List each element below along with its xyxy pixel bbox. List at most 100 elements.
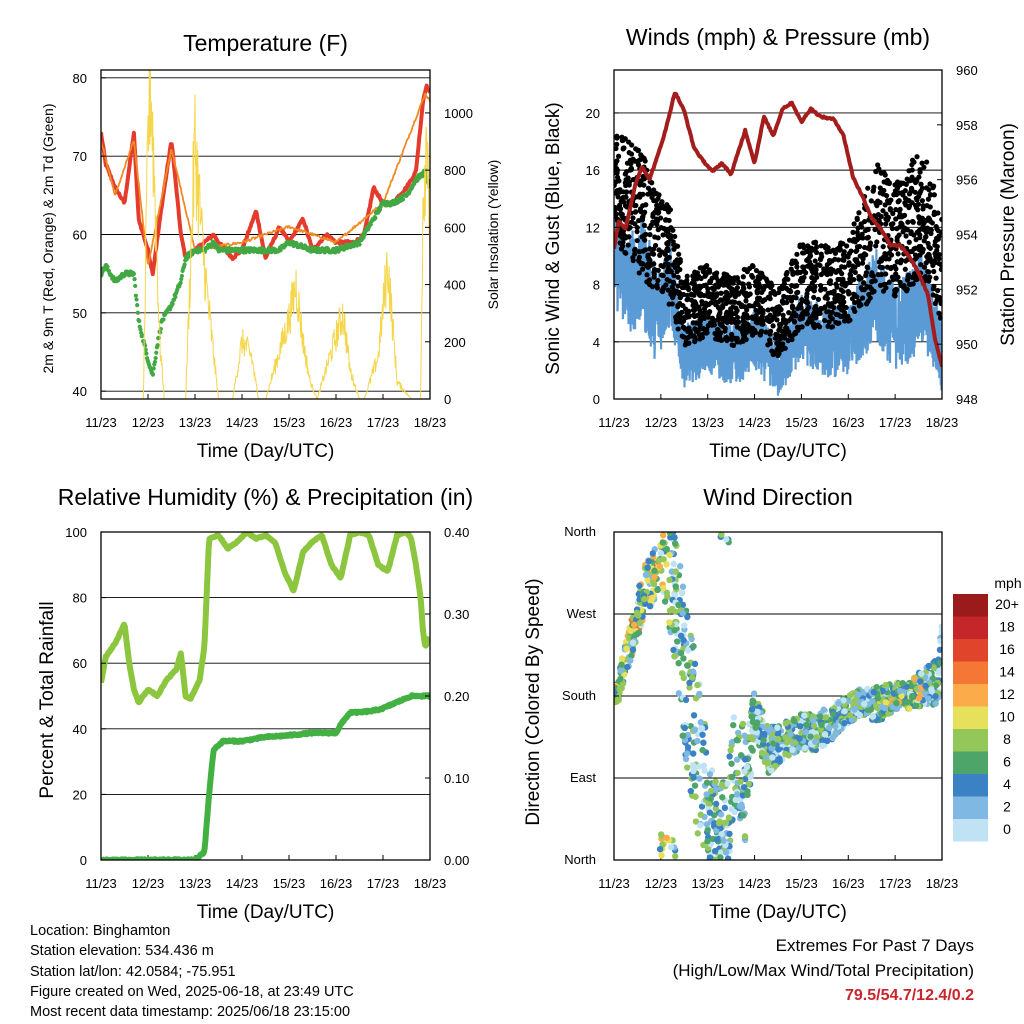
direction-point xyxy=(733,756,741,763)
gust-point xyxy=(775,332,781,338)
gust-point xyxy=(799,296,805,303)
y-tick-label: 20 xyxy=(73,787,87,802)
gust-point xyxy=(896,198,902,204)
gust-point xyxy=(812,284,818,290)
x-tick-label: 11/23 xyxy=(85,415,117,430)
direction-point xyxy=(706,854,714,860)
gust-point xyxy=(767,312,773,318)
direction-point xyxy=(740,812,747,819)
gust-point xyxy=(818,282,824,289)
direction-point xyxy=(754,708,761,716)
direction-point xyxy=(841,719,848,727)
gust-point xyxy=(920,217,926,223)
gust-point xyxy=(614,182,617,188)
gust-point xyxy=(722,325,728,332)
direction-point xyxy=(851,697,859,704)
gust-point xyxy=(693,320,699,326)
gust-point xyxy=(691,280,697,286)
gust-point xyxy=(827,248,833,255)
chart-title: Wind Direction xyxy=(703,484,853,510)
y2-tick-label: 1000 xyxy=(444,106,473,121)
gust-point xyxy=(823,265,830,271)
direction-point xyxy=(666,607,674,614)
gust-point xyxy=(911,159,917,165)
gust-point xyxy=(919,198,925,204)
direction-point xyxy=(722,819,730,826)
gust-point xyxy=(923,234,929,240)
direction-point xyxy=(616,686,623,693)
gust-point xyxy=(721,271,727,277)
direction-point xyxy=(856,711,863,719)
gust-point xyxy=(861,280,867,286)
y-axis-label: 2m & 9m T (Red, Orange) & 2m Td (Green) xyxy=(40,104,56,374)
gust-point xyxy=(824,309,830,315)
direction-point xyxy=(657,831,665,838)
colorbar-label: 0 xyxy=(1003,821,1011,837)
colorbar-swatch xyxy=(953,616,988,639)
gust-point xyxy=(739,281,746,287)
gust-point xyxy=(874,203,880,209)
dewpoint-point xyxy=(105,264,110,269)
figure-created: Figure created on Wed, 2025-06-18, at 23… xyxy=(30,983,354,1000)
direction-point xyxy=(673,638,681,645)
gust-point xyxy=(650,211,656,218)
gust-point xyxy=(734,276,740,282)
gust-point xyxy=(702,264,708,270)
gust-point xyxy=(760,308,766,314)
gust-point xyxy=(679,309,685,315)
gust-point xyxy=(655,235,661,241)
gust-point xyxy=(883,271,889,277)
direction-point xyxy=(694,681,701,689)
gust-point xyxy=(927,245,933,251)
gust-point xyxy=(921,238,927,244)
gust-point xyxy=(895,251,901,257)
gust-point xyxy=(906,239,912,245)
gust-point xyxy=(923,229,929,235)
gust-point xyxy=(794,324,801,330)
gust-point xyxy=(687,333,694,339)
y-tick-label: 16 xyxy=(586,163,600,178)
direction-point xyxy=(677,649,685,657)
gust-point xyxy=(919,160,925,166)
gust-point xyxy=(650,251,657,257)
gust-point xyxy=(768,280,774,286)
direction-point xyxy=(722,536,730,543)
gust-point xyxy=(842,318,848,324)
gust-point xyxy=(812,323,818,329)
gust-point xyxy=(865,185,871,191)
gust-point xyxy=(886,179,892,186)
gust-point xyxy=(623,177,629,183)
gust-point xyxy=(799,250,806,256)
x-tick-label: 12/23 xyxy=(645,415,678,430)
gust-point xyxy=(648,222,654,228)
dewpoint-point xyxy=(167,307,173,312)
gust-point xyxy=(904,288,910,294)
gust-point xyxy=(933,275,939,281)
direction-point xyxy=(651,574,658,581)
gust-point xyxy=(914,154,920,160)
series-line xyxy=(101,532,430,706)
y-category-label: North xyxy=(564,524,596,539)
gust-point xyxy=(673,316,679,322)
gust-point xyxy=(647,257,653,263)
dewpoint-point xyxy=(154,350,159,355)
gust-point xyxy=(758,328,765,334)
dewpoint-point xyxy=(151,366,156,371)
gust-point xyxy=(902,188,908,194)
direction-point xyxy=(776,755,783,763)
station-location: Location: Binghamton xyxy=(30,923,171,939)
gust-point xyxy=(701,292,707,299)
gust-point xyxy=(818,251,824,257)
gust-point xyxy=(724,319,730,325)
direction-point xyxy=(737,752,745,759)
gust-point xyxy=(856,303,863,309)
x-axis-label: Time (Day/UTC) xyxy=(197,441,335,462)
direction-point xyxy=(729,773,736,781)
gust-point xyxy=(770,323,776,329)
y2-tick-label: 950 xyxy=(956,337,978,352)
direction-point xyxy=(642,571,650,579)
direction-point xyxy=(711,820,718,827)
plot-frame xyxy=(613,69,943,400)
dewpoint-point xyxy=(179,276,184,282)
gust-point xyxy=(651,198,657,204)
